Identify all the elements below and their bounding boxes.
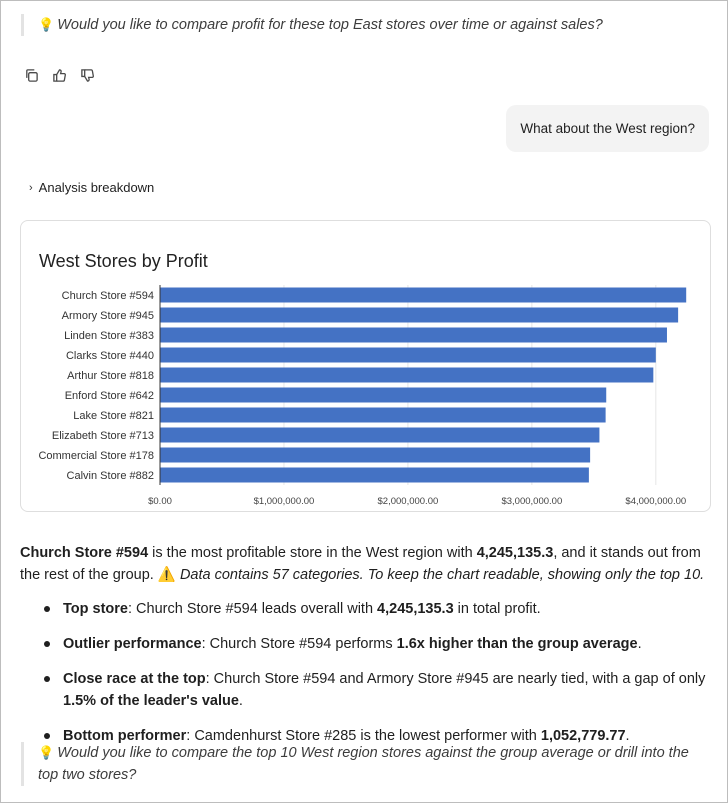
list-item: Close race at the top: Church Store #594…: [20, 668, 710, 712]
analysis-breakdown-toggle[interactable]: › Analysis breakdown: [29, 180, 154, 195]
thumbs-up-icon[interactable]: [51, 67, 67, 83]
bar: [160, 307, 679, 323]
suggestion-quote-bottom: 💡 Would you like to compare the top 10 We…: [21, 742, 691, 786]
bullet-text: : Church Store #594 performs: [201, 636, 397, 652]
summary-text-2: , and it stands out from the rest of the…: [20, 545, 701, 583]
bar: [160, 407, 606, 423]
thumbs-down-icon[interactable]: [79, 67, 95, 83]
summary-note: Data contains 57 categories. To keep the…: [179, 567, 705, 583]
bullet-label: Close race at the top: [63, 671, 206, 687]
bullet-text: .: [625, 728, 630, 744]
list-item: Top store: Church Store #594 leads overa…: [20, 598, 710, 620]
bullet-text: : Camdenhurst Store #285 is the lowest p…: [186, 728, 541, 744]
bar: [160, 447, 591, 463]
bullet-text: : Church Store #594 leads overall with: [127, 601, 378, 617]
bullet-value: 1.6x higher than the group average: [396, 636, 638, 652]
list-item: Outlier performance: Church Store #594 p…: [20, 633, 710, 655]
bullet-value: 1,052,779.77: [540, 728, 626, 744]
suggestion-quote-top: 💡 Would you like to compare profit for th…: [21, 14, 621, 36]
x-tick-label: $4,000,000.00: [625, 496, 686, 507]
bar: [160, 427, 600, 443]
bullet-text: .: [637, 636, 642, 652]
warning-icon: ⚠️: [157, 567, 176, 583]
summary-lead-value: 4,245,135.3: [476, 545, 554, 561]
bar: [160, 367, 654, 383]
category-label: Church Store #594: [62, 290, 154, 302]
bar: [160, 327, 667, 343]
category-label: Lake Store #821: [73, 410, 154, 422]
lightbulb-icon: 💡: [38, 745, 55, 760]
suggestion-text: Would you like to compare the top 10 Wes…: [38, 745, 689, 783]
bar-chart: Church Store #594 Armory Store #945 Linden…: [38, 285, 687, 507]
summary-text-1: is the most profitable store in the West…: [148, 545, 477, 561]
category-label: Armory Store #945: [62, 310, 154, 322]
bullet-text: : Church Store #594 and Armory Store #94…: [205, 671, 706, 687]
chart-card: Church Store #594 Armory Store #945 Linden…: [20, 220, 711, 512]
bullet-text: .: [238, 693, 243, 709]
category-label: Enford Store #642: [65, 390, 154, 402]
bar: [160, 387, 607, 403]
suggestion-text: Would you like to compare profit for the…: [57, 17, 603, 33]
bullet-value: 1.5% of the leader's value: [63, 693, 239, 709]
user-message-text: What about the West region?: [520, 121, 695, 136]
x-tick-label: $1,000,000.00: [254, 496, 315, 507]
chart-title: West Stores by Profit: [39, 251, 208, 271]
x-tick-label: $0.00: [148, 496, 172, 507]
bar: [160, 347, 656, 363]
insight-list: Top store: Church Store #594 leads overa…: [20, 598, 710, 760]
summary-paragraph: Church Store #594 is the most profitable…: [20, 542, 720, 586]
category-label: Linden Store #383: [64, 330, 154, 342]
bullet-value: 4,245,135.3: [377, 601, 454, 617]
summary-lead-store: Church Store #594: [20, 545, 149, 561]
category-label: Elizabeth Store #713: [52, 430, 154, 442]
bullet-label: Top store: [63, 601, 128, 617]
category-label: Arthur Store #818: [67, 370, 154, 382]
list-item: Bottom performer: Camdenhurst Store #285…: [20, 725, 710, 747]
category-label: Calvin Store #882: [67, 470, 154, 482]
bullet-text: in total profit.: [453, 601, 541, 617]
category-label: Commercial Store #178: [38, 450, 154, 462]
bullet-label: Outlier performance: [63, 636, 202, 652]
bullet-label: Bottom performer: [63, 728, 187, 744]
bar: [160, 287, 687, 303]
x-tick-label: $3,000,000.00: [501, 496, 562, 507]
message-actions: [23, 67, 95, 83]
chevron-right-icon: ›: [29, 181, 33, 194]
x-tick-label: $2,000,000.00: [378, 496, 439, 507]
category-label: Clarks Store #440: [66, 350, 154, 362]
user-message-bubble: What about the West region?: [506, 105, 709, 152]
lightbulb-icon: 💡: [38, 17, 55, 32]
analysis-breakdown-label: Analysis breakdown: [38, 180, 155, 195]
bar: [160, 467, 589, 483]
copy-icon[interactable]: [23, 67, 39, 83]
